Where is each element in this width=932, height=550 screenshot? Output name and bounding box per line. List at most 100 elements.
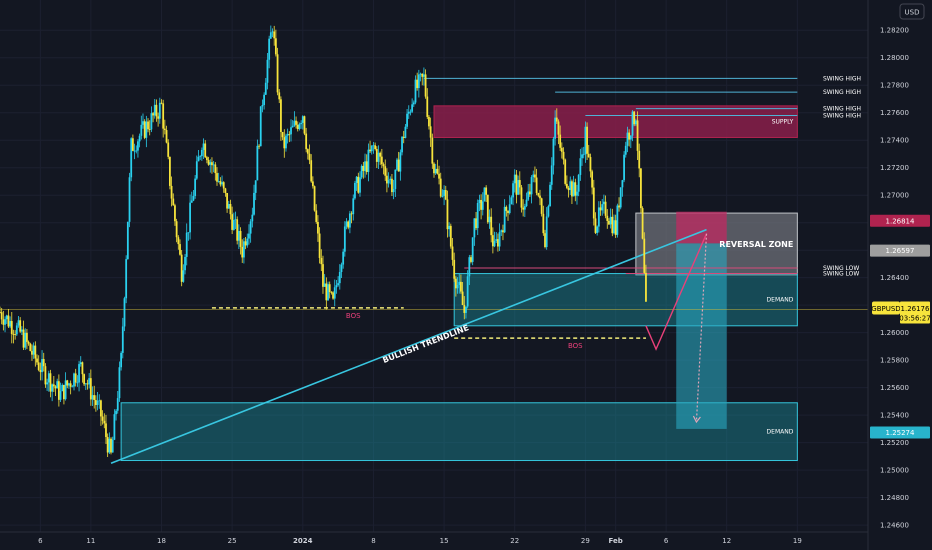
candle-body: [557, 121, 560, 135]
candle-body: [200, 149, 203, 157]
candle-body: [290, 127, 292, 135]
candle-body: [317, 221, 319, 234]
candle-body: [604, 201, 607, 216]
candle-body: [39, 369, 42, 373]
candle-body: [475, 218, 477, 229]
candle-body: [86, 383, 89, 385]
demand-zone-label: DEMAND: [767, 429, 794, 436]
candle-body: [125, 259, 128, 299]
price-tag-text: 1.26814: [886, 217, 915, 225]
candle-body: [301, 116, 304, 123]
candle-body: [168, 156, 171, 186]
candle-body: [550, 165, 553, 185]
supply-zone-label: SUPPLY: [772, 119, 794, 126]
candle-body: [44, 366, 47, 385]
candle-body: [306, 149, 309, 154]
candle-body: [362, 165, 365, 171]
candle-body: [401, 136, 403, 153]
candle-body: [320, 257, 323, 265]
candle-body: [387, 180, 390, 184]
candle-body: [633, 111, 636, 125]
candle-body: [500, 230, 503, 232]
candle-body: [394, 169, 397, 189]
candle-body: [431, 137, 434, 164]
candle-body: [481, 201, 484, 210]
candle-body: [592, 187, 595, 219]
candle-body: [285, 135, 287, 149]
projection-zigzag: [645, 233, 708, 351]
candle-body: [486, 194, 489, 223]
candle-body: [629, 135, 632, 140]
candle-body: [470, 257, 472, 262]
candle-body: [22, 329, 25, 348]
swing-label: SWING HIGH: [823, 89, 861, 96]
candle-body: [399, 152, 402, 172]
candle-body: [433, 163, 435, 174]
y-tick-label: 1.25000: [880, 467, 909, 475]
candle-body: [476, 202, 479, 229]
candle-body: [29, 343, 32, 351]
candle-body: [214, 164, 217, 174]
candle-body: [278, 92, 281, 100]
candle-body: [606, 215, 609, 221]
candle-body: [508, 204, 511, 214]
candle-body: [192, 195, 195, 201]
candle-body: [300, 122, 303, 125]
candle-body: [7, 315, 10, 327]
candle-body: [83, 374, 86, 385]
candle-body: [179, 244, 181, 255]
candle-body: [202, 143, 205, 150]
candle-body: [234, 219, 237, 221]
candle-body: [379, 152, 382, 157]
candle-body: [100, 400, 102, 417]
candle-body: [342, 251, 345, 265]
candle-body: [330, 292, 333, 293]
candle-body: [244, 241, 247, 246]
candle-body: [409, 111, 412, 113]
candle-body: [599, 207, 602, 211]
candle-body: [303, 116, 306, 134]
candle-body: [485, 187, 488, 195]
candle-body: [106, 437, 109, 453]
candle-body: [197, 156, 200, 162]
swing-label: SWING LOW: [823, 265, 859, 272]
candle-body: [180, 254, 183, 282]
candle-body: [591, 171, 594, 188]
candle-body: [12, 333, 15, 335]
candle-body: [488, 216, 491, 223]
candle-body: [512, 183, 514, 198]
candle-body: [613, 220, 615, 234]
candle-body: [478, 199, 481, 203]
candle-body: [451, 246, 454, 260]
currency-button[interactable]: USD: [899, 3, 925, 20]
candle-body: [520, 187, 523, 208]
candle-body: [608, 220, 610, 225]
candle-body: [463, 304, 466, 313]
candle-body: [96, 400, 99, 405]
candle-body: [365, 161, 368, 172]
candle-body: [148, 129, 151, 130]
x-tick-label: 11: [86, 537, 95, 545]
candle-body: [586, 126, 588, 154]
candle-body: [229, 204, 232, 215]
candle-body: [465, 306, 467, 313]
candle-body: [274, 38, 277, 55]
candle-body: [175, 221, 178, 238]
candle-body: [311, 181, 314, 187]
candle-body: [497, 239, 499, 247]
candle-body: [231, 214, 234, 230]
candle-body: [263, 94, 266, 105]
candle-body: [614, 220, 617, 235]
candle-body: [624, 145, 627, 155]
candle-body: [340, 264, 343, 272]
candle-body: [360, 165, 363, 178]
price-axis-panel[interactable]: [868, 0, 932, 532]
price-tag-text: 1.26597: [886, 247, 915, 255]
candle-body: [323, 283, 326, 287]
candle-body: [298, 124, 301, 130]
candle-body: [160, 102, 163, 104]
candle-body: [562, 151, 565, 160]
candle-body: [89, 378, 92, 400]
candle-body: [621, 180, 624, 188]
